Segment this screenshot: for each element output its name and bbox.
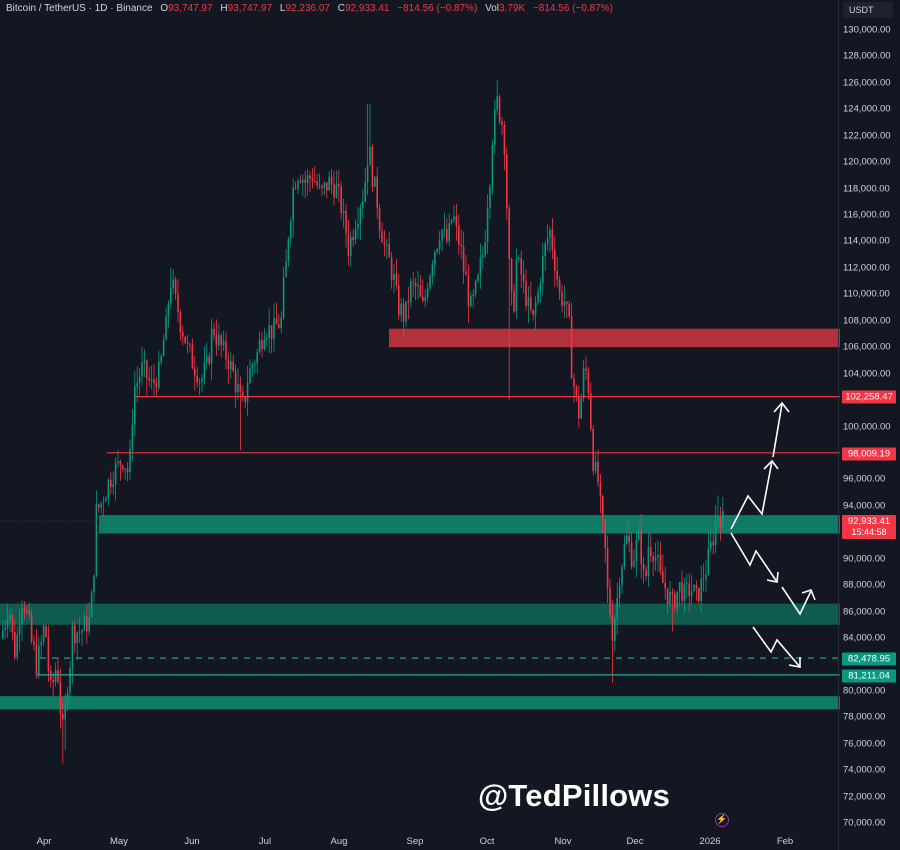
- arrowhead: [763, 459, 779, 470]
- price-tag-82478: 82,478.95: [842, 652, 896, 666]
- time-tick: Aug: [330, 836, 348, 847]
- time-tick: May: [110, 836, 128, 847]
- time-tick: Oct: [479, 836, 495, 847]
- time-tick: Sep: [406, 836, 424, 847]
- horizontal-levels: [0, 396, 840, 676]
- high-value: 93,747.97: [227, 3, 273, 14]
- price-tick: 90,000.00: [843, 553, 886, 565]
- symbol-header: Bitcoin / TetherUS · 1D · Binance O93,74…: [6, 3, 613, 14]
- price-tick: 126,000.00: [843, 77, 891, 89]
- price-tick: 108,000.00: [843, 315, 891, 327]
- price-tick: 88,000.00: [843, 579, 886, 591]
- bearish-path-2: [752, 626, 801, 668]
- support-zone-86k: [0, 603, 840, 625]
- time-tick: Nov: [554, 836, 572, 847]
- bullish-path-2: [772, 403, 783, 458]
- price-tick: 128,000.00: [843, 50, 891, 62]
- lightning-icon[interactable]: ⚡: [715, 813, 729, 827]
- price-tick: 80,000.00: [843, 685, 886, 697]
- bullish-path-1: [730, 460, 773, 530]
- price-tag-98009: 98,009.19: [842, 447, 896, 461]
- bar-countdown: 15:44:58: [851, 527, 887, 537]
- last-price-tag: 92,933.41 15:44:58: [842, 515, 896, 539]
- price-tick: 116,000.00: [843, 209, 890, 221]
- price-tick: 120,000.00: [843, 156, 891, 168]
- arrowhead: [788, 657, 801, 668]
- price-tick: 96,000.00: [843, 473, 886, 485]
- time-tick: 2026: [699, 836, 721, 847]
- high-label: H: [220, 3, 228, 14]
- price-tick: 112,000.00: [843, 262, 890, 274]
- price-tick: 122,000.00: [843, 130, 891, 142]
- price-tick: 114,000.00: [843, 235, 890, 247]
- time-tick: Feb: [776, 836, 794, 847]
- currency-selector[interactable]: USDT: [843, 2, 893, 18]
- close-label: C: [337, 3, 345, 14]
- price-tag-81211: 81,211.04: [842, 669, 896, 683]
- author-watermark: @TedPillows: [478, 778, 671, 813]
- bearish-bounce-path: [781, 586, 812, 616]
- time-tick: Apr: [36, 836, 52, 847]
- change-value: −814.56 (−0.87%): [397, 3, 478, 14]
- price-tick: 86,000.00: [843, 606, 886, 618]
- volume-value: 3.79K: [499, 3, 526, 14]
- arrowhead: [773, 401, 790, 413]
- time-tick: Jun: [184, 836, 200, 847]
- price-tick: 110,000.00: [843, 288, 890, 300]
- price-tick: 104,000.00: [843, 368, 891, 380]
- close-value: 92,933.41: [345, 3, 390, 14]
- price-tick: 118,000.00: [843, 183, 890, 195]
- low-value: 92,236.07: [285, 3, 330, 14]
- volume-change: −814.56 (−0.87%): [532, 3, 614, 14]
- arrowhead: [766, 571, 779, 583]
- price-tick: 124,000.00: [843, 103, 891, 115]
- price-tick: 70,000.00: [843, 817, 886, 829]
- symbol-title[interactable]: Bitcoin / TetherUS · 1D · Binance: [6, 3, 153, 14]
- resistance-zone: [389, 328, 840, 348]
- arrowhead: [801, 589, 816, 601]
- support-zone-92k: [99, 515, 840, 534]
- price-tick: 94,000.00: [843, 500, 886, 512]
- bearish-path-1: [730, 532, 778, 583]
- candlestick-series: [2, 80, 724, 764]
- open-label: O: [160, 3, 169, 14]
- price-tag-102258: 102,258.47: [842, 390, 896, 404]
- price-tick: 130,000.00: [843, 24, 891, 36]
- open-value: 93,747.97: [168, 3, 213, 14]
- time-tick: Dec: [626, 836, 644, 847]
- price-tick: 72,000.00: [843, 791, 886, 803]
- volume-label: Vol: [485, 3, 500, 14]
- price-tick: 74,000.00: [843, 764, 886, 776]
- price-tick: 100,000.00: [843, 421, 891, 432]
- price-axis-separator: [838, 0, 839, 850]
- last-price: 92,933.41: [847, 516, 891, 527]
- low-label: L: [279, 3, 286, 14]
- time-tick: Jul: [258, 836, 272, 847]
- projection-arrows: [730, 401, 816, 668]
- price-tick: 78,000.00: [843, 711, 886, 723]
- price-tick: 76,000.00: [843, 738, 886, 750]
- support-zone-79k: [0, 696, 840, 710]
- price-tick: 106,000.00: [843, 341, 891, 353]
- price-tick: 84,000.00: [843, 632, 886, 644]
- zones-layer: [0, 328, 840, 710]
